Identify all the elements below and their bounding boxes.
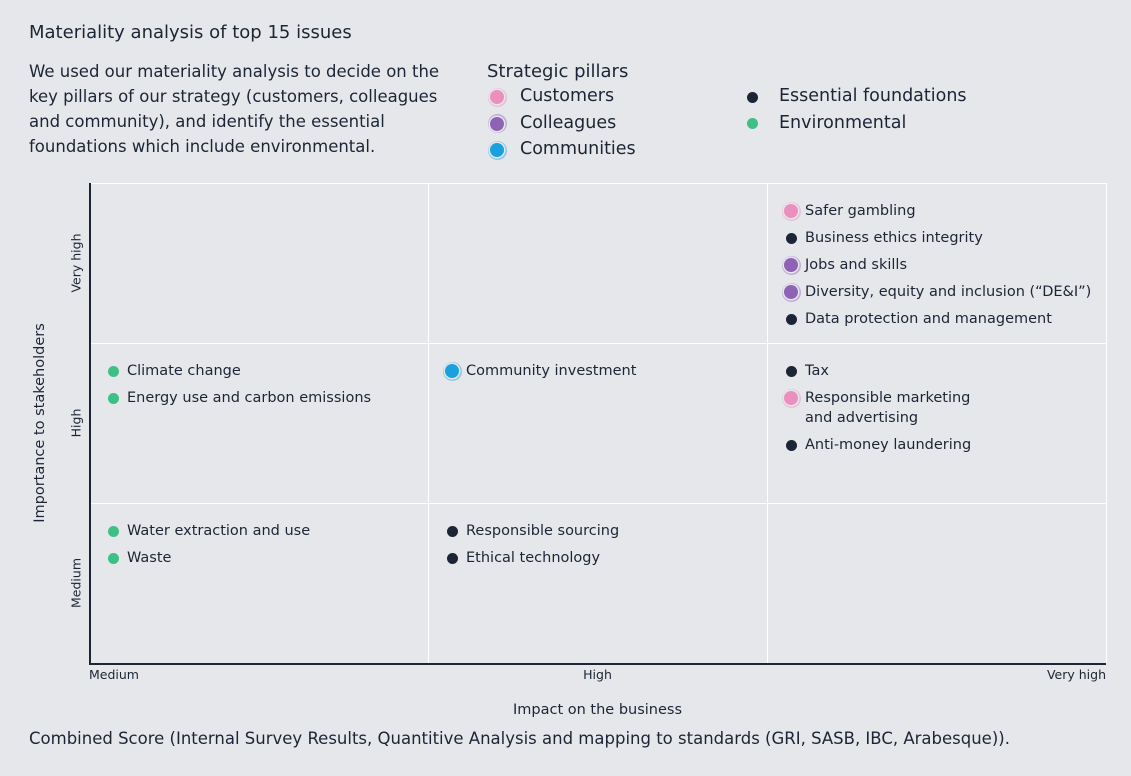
- issue-label: Waste: [127, 549, 172, 566]
- issue-label: Data protection and management: [805, 310, 1052, 327]
- issue-marker: [785, 232, 797, 244]
- footnote: Combined Score (Internal Survey Results,…: [29, 729, 1010, 748]
- y-axis-label: High: [68, 408, 84, 438]
- x-axis-title: Impact on the business: [512, 702, 683, 718]
- legend-label: Essential foundations: [779, 86, 967, 106]
- issue-label: Anti-money laundering: [805, 436, 972, 453]
- issue-label: Ethical technology: [466, 549, 601, 566]
- y-axis-line: [89, 183, 91, 663]
- grid-line: [1106, 183, 1107, 663]
- grid-line: [767, 183, 768, 663]
- issue-label: Business ethics integrity: [805, 229, 983, 246]
- description: We used our materiality analysis to deci…: [29, 62, 440, 156]
- legend-label: Colleagues: [520, 112, 617, 133]
- issue-marker: [107, 365, 119, 377]
- issue-marker: [107, 552, 119, 564]
- grid-line: [89, 343, 1106, 344]
- legend-marker: [746, 118, 758, 129]
- issue-marker: [784, 285, 798, 299]
- issue-label: Water extraction and use: [127, 522, 311, 539]
- issue-label: Diversity, equity and inclusion (“DE&I”): [805, 283, 1092, 300]
- x-axis-label: Medium: [89, 667, 139, 682]
- title: Materiality analysis of top 15 issues: [29, 22, 352, 43]
- legend-marker: [490, 116, 504, 131]
- issue-marker: [784, 391, 798, 405]
- legend-marker: [490, 143, 504, 157]
- legend-marker: [746, 91, 758, 103]
- issue-marker: [446, 552, 458, 564]
- issue-marker: [107, 392, 119, 404]
- grid-line: [428, 183, 429, 663]
- issue-marker: [785, 439, 797, 451]
- issue-marker: [446, 525, 458, 537]
- issue-label: Energy use and carbon emissions: [127, 389, 372, 406]
- issue-label: Community investment: [466, 362, 637, 379]
- y-axis-label: Medium: [68, 558, 84, 608]
- issue-marker: [785, 365, 797, 377]
- issue-marker: [784, 258, 798, 272]
- grid-line: [89, 503, 1106, 504]
- x-axis-label: Very high: [1046, 667, 1106, 682]
- issue-label: Responsible sourcing: [466, 522, 620, 539]
- legend-label: Customers: [520, 86, 615, 106]
- legend-title: Strategic pillars: [487, 61, 629, 82]
- issue-label: and advertising: [805, 409, 919, 426]
- y-axis-label: Very high: [68, 233, 84, 293]
- issue-marker: [445, 364, 459, 378]
- issue-marker: [784, 204, 798, 218]
- issue-label: Tax: [805, 362, 829, 379]
- x-axis-line: [89, 663, 1106, 665]
- legend-label: Communities: [520, 139, 636, 159]
- legend-label: Environmental: [779, 112, 907, 133]
- issue-label: Responsible marketing: [805, 389, 971, 406]
- issue-label: Safer gambling: [805, 202, 916, 219]
- issue-label: Jobs and skills: [805, 256, 907, 273]
- issue-label: Climate change: [127, 362, 241, 379]
- grid-line: [89, 183, 1106, 184]
- x-axis-label: High: [583, 667, 612, 682]
- legend-marker: [490, 90, 504, 104]
- issue-marker: [785, 313, 797, 325]
- y-axis-title: Importance to stakeholders: [32, 323, 48, 523]
- issue-marker: [107, 525, 119, 537]
